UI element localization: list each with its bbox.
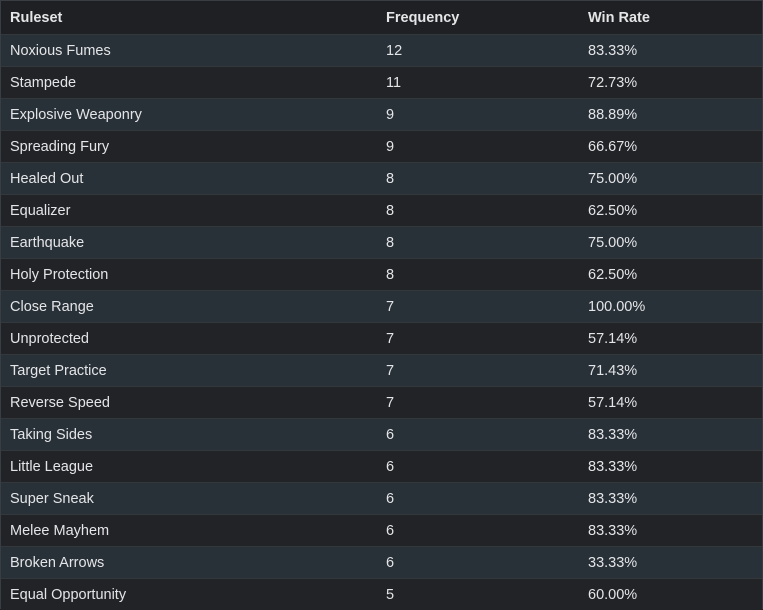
table-row: Target Practice 7 71.43% bbox=[1, 354, 762, 386]
table-cell: 6 bbox=[386, 554, 395, 571]
table-cell: Close Range bbox=[10, 298, 94, 315]
table-row: Little League 6 83.33% bbox=[1, 450, 762, 482]
table-cell: 6 bbox=[386, 426, 395, 443]
table-row: Melee Mayhem 6 83.33% bbox=[1, 514, 762, 546]
table-cell: Noxious Fumes bbox=[10, 42, 111, 59]
header-row: Ruleset Frequency Win Rate bbox=[1, 1, 762, 34]
table-row: Close Range 7 100.00% bbox=[1, 290, 762, 322]
table-cell: 88.89% bbox=[588, 106, 638, 123]
table-cell: 83.33% bbox=[588, 458, 638, 475]
table-cell: 7 bbox=[386, 362, 395, 379]
table-cell: 83.33% bbox=[588, 490, 638, 507]
table-cell: 6 bbox=[386, 522, 395, 539]
table-cell: 7 bbox=[386, 330, 395, 347]
table-cell: 8 bbox=[386, 202, 395, 219]
table-cell: 8 bbox=[386, 234, 395, 251]
table-cell: 8 bbox=[386, 266, 395, 283]
table-cell: 83.33% bbox=[588, 426, 638, 443]
table-row: Stampede 11 72.73% bbox=[1, 66, 762, 98]
table-cell: Unprotected bbox=[10, 330, 89, 347]
table-cell: 75.00% bbox=[588, 170, 638, 187]
table-cell: Reverse Speed bbox=[10, 394, 110, 411]
table-cell: 6 bbox=[386, 458, 395, 475]
table-cell: 66.67% bbox=[588, 138, 638, 155]
table-cell: Broken Arrows bbox=[10, 554, 105, 571]
table-cell: 12 bbox=[386, 42, 403, 59]
table-cell: 9 bbox=[386, 106, 395, 123]
table-cell: 9 bbox=[386, 138, 395, 155]
table-cell: Earthquake bbox=[10, 234, 85, 251]
table-cell: 7 bbox=[386, 394, 395, 411]
table-cell: 62.50% bbox=[588, 266, 638, 283]
header-cell[interactable]: Frequency bbox=[386, 9, 460, 26]
header-cell[interactable]: Ruleset bbox=[10, 9, 63, 26]
table-cell: 71.43% bbox=[588, 362, 638, 379]
table-cell: Taking Sides bbox=[10, 426, 93, 443]
table-cell: 60.00% bbox=[588, 586, 638, 603]
table-cell: Equalizer bbox=[10, 202, 71, 219]
table-row: Healed Out 8 75.00% bbox=[1, 162, 762, 194]
table-cell: 100.00% bbox=[588, 298, 646, 315]
table-cell: 5 bbox=[386, 586, 395, 603]
table-cell: Melee Mayhem bbox=[10, 522, 110, 539]
table-cell: Super Sneak bbox=[10, 490, 94, 507]
table-row: Unprotected 7 57.14% bbox=[1, 322, 762, 354]
table-cell: 11 bbox=[386, 74, 402, 91]
table-row: Explosive Weaponry 9 88.89% bbox=[1, 98, 762, 130]
table-cell: Healed Out bbox=[10, 170, 84, 187]
table-cell: Target Practice bbox=[10, 362, 107, 379]
table-row: Taking Sides 6 83.33% bbox=[1, 418, 762, 450]
table-row: Broken Arrows 6 33.33% bbox=[1, 546, 762, 578]
table-cell: 57.14% bbox=[588, 394, 638, 411]
table-cell: 6 bbox=[386, 490, 395, 507]
table-cell: Explosive Weaponry bbox=[10, 106, 142, 123]
table-row: Spreading Fury 9 66.67% bbox=[1, 130, 762, 162]
table-cell: Stampede bbox=[10, 74, 77, 91]
table-row: Reverse Speed 7 57.14% bbox=[1, 386, 762, 418]
table-cell: 72.73% bbox=[588, 74, 638, 91]
table-cell: 33.33% bbox=[588, 554, 638, 571]
table-row: Holy Protection 8 62.50% bbox=[1, 258, 762, 290]
table-cell: 62.50% bbox=[588, 202, 638, 219]
table-cell: 7 bbox=[386, 298, 395, 315]
table-row: Earthquake 8 75.00% bbox=[1, 226, 762, 258]
table-cell: 57.14% bbox=[588, 330, 638, 347]
table-cell: 83.33% bbox=[588, 42, 638, 59]
table-row: Noxious Fumes 12 83.33% bbox=[1, 34, 762, 66]
table-cell: Spreading Fury bbox=[10, 138, 110, 155]
table-row: Equal Opportunity 5 60.00% bbox=[1, 578, 762, 610]
table-row: Equalizer 8 62.50% bbox=[1, 194, 762, 226]
table-cell: Holy Protection bbox=[10, 266, 109, 283]
table-cell: 75.00% bbox=[588, 234, 638, 251]
table-cell: Equal Opportunity bbox=[10, 586, 127, 603]
table-cell: 8 bbox=[386, 170, 395, 187]
table-cell: Little League bbox=[10, 458, 94, 475]
table-row: Super Sneak 6 83.33% bbox=[1, 482, 762, 514]
header-cell[interactable]: Win Rate bbox=[588, 9, 650, 26]
table-cell: 83.33% bbox=[588, 522, 638, 539]
